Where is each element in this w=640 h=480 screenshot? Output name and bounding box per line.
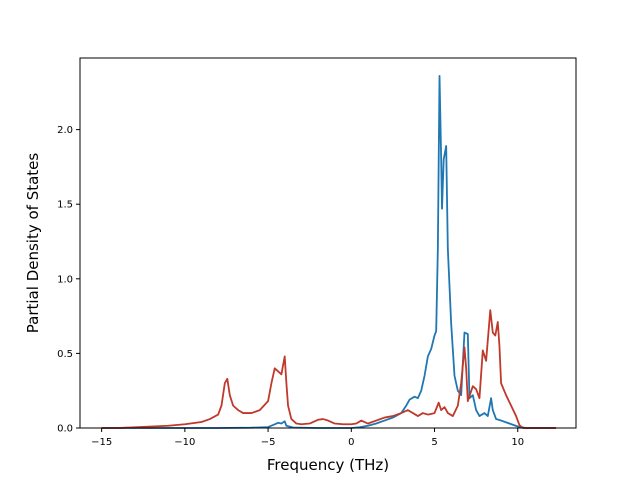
x-tick-label: 10 — [511, 437, 524, 448]
plot-frame — [79, 57, 577, 429]
x-tick-label: −10 — [174, 437, 195, 448]
x-axis-label: Frequency (THz) — [267, 456, 389, 474]
y-axis: 0.0 0.5 1.0 1.5 2.0 — [57, 125, 80, 435]
y-tick-label: 1.5 — [57, 200, 73, 211]
y-tick-label: 2.0 — [57, 125, 73, 136]
x-axis: −15 −10 −5 0 5 10 — [91, 428, 524, 448]
x-tick-label: −15 — [91, 437, 112, 448]
x-tick-label: −5 — [261, 437, 276, 448]
x-tick-label: 5 — [431, 437, 437, 448]
y-tick-label: 0.5 — [57, 349, 73, 360]
y-tick-label: 0.0 — [57, 424, 73, 435]
plot-lines — [101, 75, 557, 429]
y-axis-label: Partial Density of States — [24, 153, 42, 334]
x-tick-label: 0 — [348, 437, 354, 448]
y-tick-label: 1.0 — [57, 274, 73, 285]
series-line-1 — [101, 75, 557, 429]
series-line-2 — [101, 309, 557, 429]
